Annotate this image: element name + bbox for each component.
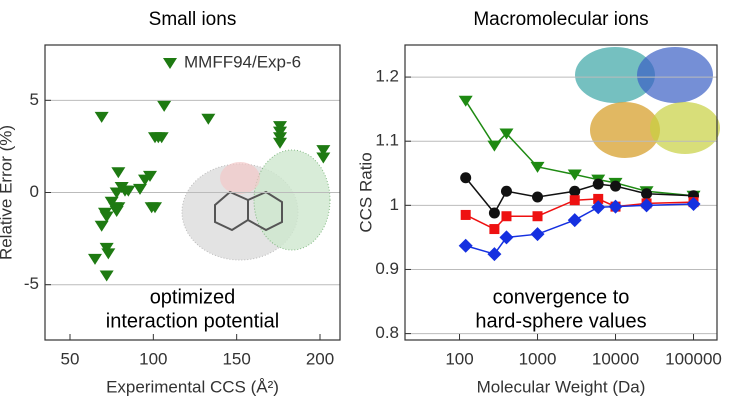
annotation: optimized [150,286,236,308]
marker [458,95,473,107]
marker [501,211,512,222]
marker [111,167,126,179]
marker [101,248,116,260]
marker [273,137,287,149]
marker [567,169,582,181]
marker [499,230,514,245]
x-tick-label: 100 [139,349,167,368]
marker [532,191,544,203]
marker [143,170,157,182]
marker [500,185,512,197]
marker [569,195,580,206]
marker [157,100,172,112]
marker [99,270,114,282]
y-tick-label: 5 [30,90,39,109]
y-tick-label: 0.8 [375,323,399,342]
marker [530,227,545,242]
marker [94,111,109,123]
x-tick-label: 200 [306,349,334,368]
marker [608,199,623,214]
x-tick-label: 1000 [519,349,557,368]
x-tick-label: 50 [61,349,80,368]
chart-title: Small ions [149,9,237,30]
annotation: interaction potential [106,310,279,332]
y-axis-label: Relative Error (%) [0,125,15,260]
marker [88,253,102,265]
y-axis-label: CCS Ratio [356,152,375,232]
marker [610,180,622,192]
marker [530,161,545,173]
x-tick-label: 10000 [592,349,639,368]
y-tick-label: 1.2 [375,67,399,86]
marker [458,238,473,253]
marker [488,207,500,219]
marker [133,183,147,195]
marker [99,211,114,223]
x-axis-label: Molecular Weight (Da) [477,377,646,396]
annotation: hard-sphere values [475,310,646,332]
annotation: convergence to [493,286,630,308]
marker [489,224,500,235]
marker [121,185,136,197]
marker [499,128,514,140]
y-tick-label: -5 [24,274,39,293]
marker [639,198,654,213]
molecule-illustration [181,149,331,261]
marker [163,58,177,69]
x-tick-label: 100 [445,349,473,368]
legend-label: MMFF94/Exp-6 [184,52,301,71]
marker [316,152,331,164]
marker [593,193,604,204]
chart-title: Macromolecular ions [473,9,648,30]
marker [686,197,701,212]
x-tick-label: 150 [222,349,250,368]
marker [460,172,472,184]
marker [94,220,109,232]
y-tick-label: 1.1 [375,131,399,150]
marker [111,202,126,214]
y-tick-label: 1 [390,195,399,214]
marker [104,196,119,208]
marker [201,113,216,125]
marker [109,187,124,199]
series-line [465,203,694,255]
protein-illustration [575,47,720,158]
marker [273,121,287,133]
plot-frame [404,44,718,341]
x-tick-label: 100000 [665,349,722,368]
marker [532,211,543,222]
marker [99,242,114,254]
marker [148,202,162,214]
marker [569,185,581,197]
marker [316,145,331,157]
marker [460,209,471,220]
marker [273,126,287,138]
marker [567,213,582,228]
marker [273,132,287,144]
marker [591,200,606,215]
marker [592,178,604,190]
x-axis-label: Experimental CCS (Å²) [106,377,279,396]
marker [154,132,169,144]
y-tick-label: 0 [30,182,39,201]
marker [487,247,502,262]
marker [487,140,502,152]
y-tick-label: 0.9 [375,259,399,278]
marker [641,188,653,200]
plot-frame [44,44,341,341]
